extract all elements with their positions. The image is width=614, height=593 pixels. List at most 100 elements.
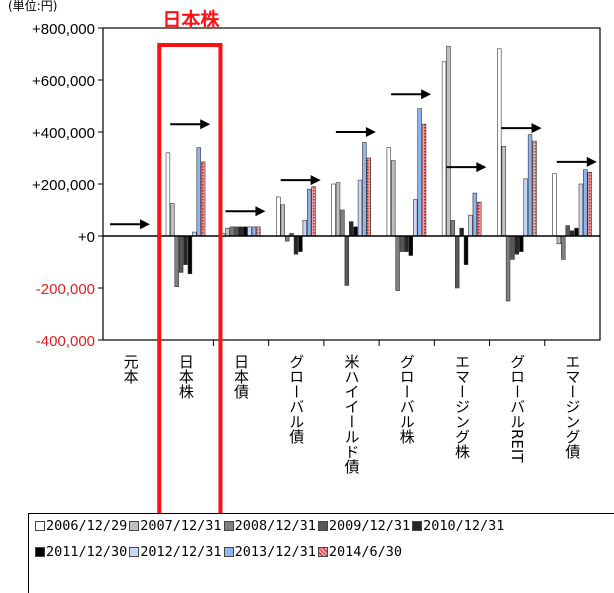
- bar: [357, 179, 363, 237]
- legend-swatch: [223, 547, 234, 557]
- bar: [242, 226, 248, 237]
- legend-swatch: [412, 521, 423, 531]
- bar: [578, 183, 584, 237]
- bar: [472, 192, 478, 237]
- legend-item: 2008/12/31: [223, 518, 316, 534]
- bar: [276, 196, 281, 237]
- legend-swatch: [35, 521, 45, 531]
- bar: [404, 235, 409, 252]
- bar: [386, 147, 392, 237]
- bar: [170, 203, 175, 237]
- bar: [348, 221, 354, 237]
- legend-swatch: [129, 521, 140, 531]
- bar: [565, 225, 570, 237]
- bar: [196, 147, 201, 237]
- bar: [510, 235, 515, 260]
- bar: [574, 227, 579, 237]
- legend-swatch: [223, 521, 234, 531]
- bar: [395, 235, 400, 291]
- bar: [514, 235, 520, 255]
- bar: [399, 235, 405, 252]
- bar: [251, 226, 257, 237]
- category-label: 日本株: [177, 354, 195, 399]
- category-label: グローバルREIT: [508, 354, 526, 463]
- arrow-head: [200, 119, 211, 130]
- bar: [527, 134, 533, 237]
- bar: [178, 235, 184, 273]
- bar: [353, 226, 358, 237]
- bar: [225, 227, 230, 237]
- bar: [247, 226, 252, 237]
- arrow-head: [531, 123, 542, 134]
- y-tick-label: +200,000: [32, 177, 95, 194]
- bar: [165, 152, 171, 237]
- bar: [477, 201, 482, 237]
- arrow-head: [476, 162, 487, 173]
- bar: [256, 226, 261, 237]
- legend-label: 2012/12/31: [140, 544, 222, 560]
- category-label: 米ハイイールド債: [343, 354, 361, 474]
- bar: [556, 235, 562, 245]
- bar: [234, 226, 239, 237]
- legend-swatch: [35, 547, 45, 557]
- arrow-head: [586, 156, 597, 167]
- y-tick-label: -400,000: [36, 333, 95, 350]
- legend-swatch: [129, 547, 140, 557]
- legend-item: 2009/12/31: [317, 518, 411, 534]
- y-tick-label: -200,000: [36, 281, 95, 298]
- bar: [335, 182, 341, 237]
- legend-label: 2007/12/31: [140, 518, 222, 534]
- highlight-label: 日本株: [162, 8, 220, 31]
- legend-label: 2009/12/31: [328, 518, 411, 534]
- arrow-head: [421, 89, 432, 100]
- bar: [200, 161, 206, 237]
- bar: [391, 160, 396, 237]
- bar: [532, 140, 537, 237]
- arrow-head: [140, 219, 150, 230]
- bar: [298, 235, 303, 252]
- legend: 2006/12/29 2007/12/31 2008/12/31 2009/12/31…: [28, 513, 614, 593]
- bar: [362, 142, 367, 237]
- arrow-head: [365, 127, 376, 137]
- bar: [174, 235, 179, 288]
- legend-item: 2011/12/30: [35, 544, 127, 560]
- legend-item: 2014/6/30: [317, 544, 402, 560]
- category-label: エマージング債: [563, 354, 581, 459]
- bar: [587, 172, 592, 237]
- bar: [523, 178, 528, 237]
- bar: [459, 227, 464, 237]
- bar: [280, 204, 285, 237]
- y-tick-label: +800,000: [32, 21, 95, 38]
- legend-label: 2010/12/31: [423, 518, 505, 534]
- legend-label: 2008/12/31: [234, 518, 316, 534]
- bar: [187, 235, 193, 275]
- y-tick-label: +600,000: [32, 73, 95, 90]
- bar: [450, 220, 456, 237]
- category-label: グローバル株: [398, 354, 416, 444]
- bar: [497, 48, 502, 237]
- bar: [344, 235, 349, 286]
- legend-item: 2006/12/29: [35, 518, 127, 534]
- legend-item: 2010/12/31: [412, 518, 504, 534]
- bar: [413, 199, 418, 237]
- bar: [306, 188, 312, 237]
- bar: [183, 235, 188, 265]
- arrow-head: [255, 206, 266, 217]
- bar: [408, 235, 414, 256]
- bar: [463, 235, 469, 265]
- bar: [441, 61, 447, 237]
- bar: [302, 220, 307, 237]
- bar: [293, 235, 299, 255]
- legend-label: 2014/6/30: [328, 544, 402, 560]
- category-label: グローバル債: [287, 354, 305, 444]
- legend-row: 2011/12/30 2012/12/31 2013/12/31 2014/6/30: [35, 544, 404, 560]
- legend-swatch: [317, 547, 328, 557]
- bar: [455, 235, 460, 289]
- category-label: 日本債: [232, 354, 250, 399]
- bar: [446, 45, 451, 237]
- bar: [505, 235, 511, 302]
- legend-label: 2011/12/30: [46, 544, 128, 560]
- legend-item: 2007/12/31: [129, 518, 222, 534]
- category-label: エマージング株: [453, 354, 471, 459]
- y-tick-label: +0: [78, 229, 95, 246]
